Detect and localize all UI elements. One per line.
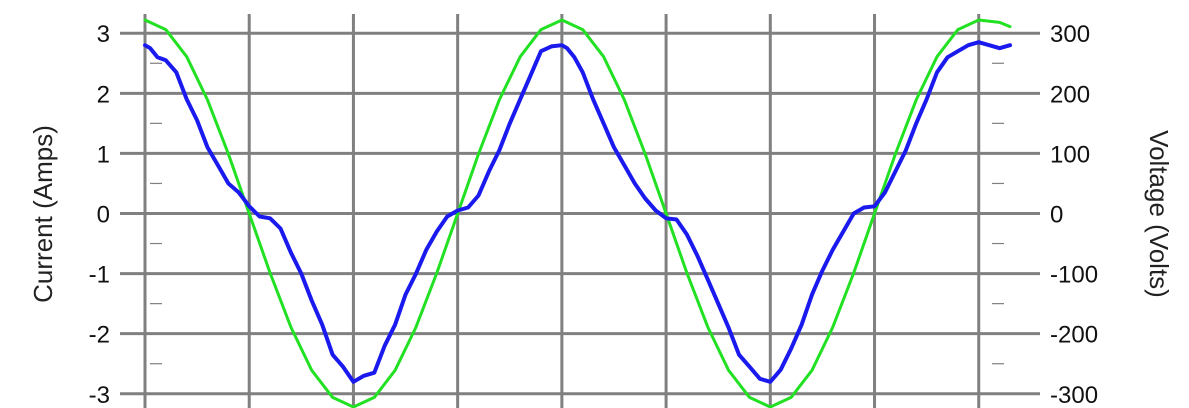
left-tick-label: 2 [97,81,110,108]
left-tick-label: 0 [97,202,110,229]
right-axis-label: Voltage (Volts) [1144,130,1174,298]
right-tick-label: 200 [1050,81,1090,108]
current-series-line [143,40,1012,384]
left-tick-label: -1 [89,262,110,289]
left-tick-label: 3 [97,21,110,48]
voltage-series-line [143,18,1012,408]
right-tick-label: 300 [1050,21,1090,48]
left-axis-ticks: 3 2 1 0 -1 -2 -3 [89,21,110,408]
right-tick-label: 100 [1050,141,1090,168]
right-tick-label: 0 [1050,202,1063,229]
left-axis-label: Current (Amps) [28,125,58,303]
right-tick-label: -100 [1050,262,1098,289]
series-lines [143,18,1012,408]
right-tick-label: -300 [1050,382,1098,408]
right-axis-ticks: 300 200 100 0 -100 -200 -300 [1050,21,1098,408]
left-tick-label: -3 [89,382,110,408]
left-tick-label: 1 [97,141,110,168]
right-tick-label: -200 [1050,322,1098,349]
grid-lines [120,14,1040,408]
left-tick-label: -2 [89,322,110,349]
